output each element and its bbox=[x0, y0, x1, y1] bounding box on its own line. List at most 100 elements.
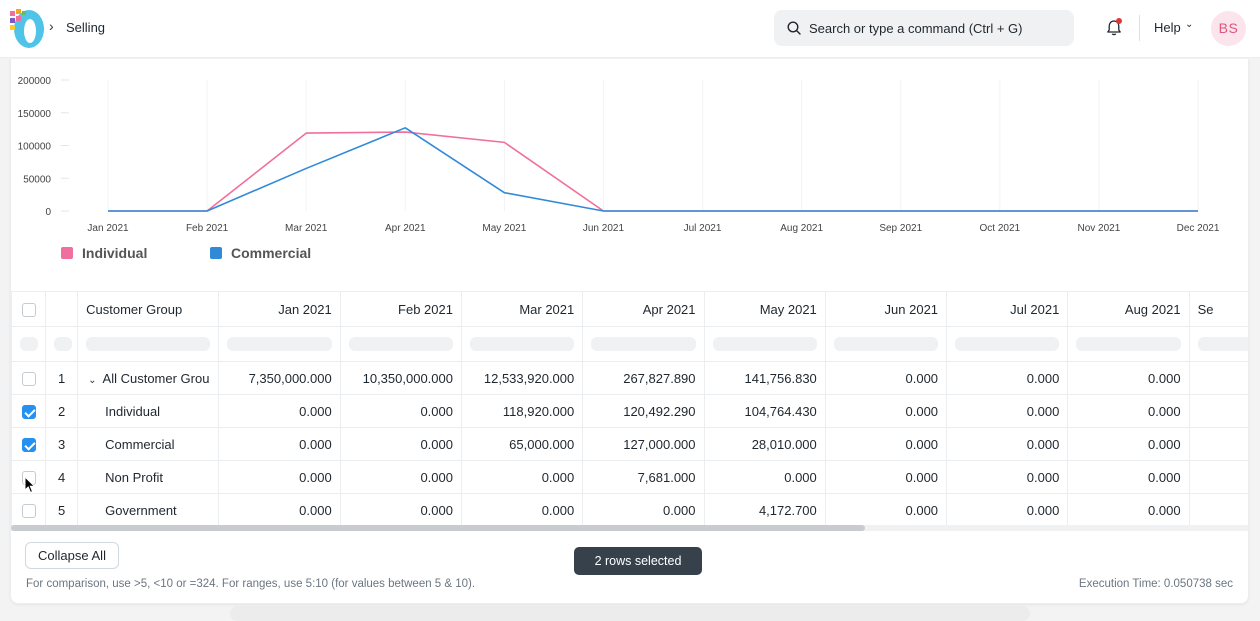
column-header-jun[interactable]: Jun 2021 bbox=[824, 291, 948, 327]
value-cell[interactable]: 0.000 bbox=[703, 460, 826, 494]
value-cell[interactable]: 0.000 bbox=[339, 427, 462, 461]
value-cell[interactable]: 0.000 bbox=[824, 493, 948, 527]
value-cell[interactable]: 0.000 bbox=[1067, 394, 1190, 428]
breadcrumb-chevron-icon: › bbox=[49, 18, 54, 34]
value-cell[interactable]: 10,350,000.000 bbox=[339, 361, 462, 395]
row-checkbox[interactable] bbox=[21, 404, 36, 419]
search-bar[interactable] bbox=[774, 10, 1074, 46]
customer-group-cell[interactable]: ⌄ All Customer Grou bbox=[77, 361, 220, 395]
notification-dot bbox=[1116, 18, 1122, 24]
collapse-caret-icon[interactable]: ⌄ bbox=[88, 374, 97, 386]
value-cell[interactable] bbox=[1188, 427, 1248, 461]
customer-group-cell[interactable]: Government bbox=[77, 493, 220, 527]
value-cell[interactable]: 0.000 bbox=[460, 493, 584, 527]
filter-input[interactable] bbox=[227, 337, 332, 351]
value-cell[interactable]: 0.000 bbox=[339, 493, 462, 527]
value-cell[interactable]: 0.000 bbox=[218, 427, 341, 461]
value-cell[interactable]: 4,172.700 bbox=[703, 493, 826, 527]
value-cell[interactable]: 0.000 bbox=[824, 460, 948, 494]
value-cell[interactable]: 7,681.000 bbox=[582, 460, 705, 494]
value-cell[interactable]: 0.000 bbox=[824, 361, 948, 395]
horizontal-scrollbar[interactable] bbox=[11, 525, 1248, 531]
column-header-sep[interactable]: Se bbox=[1188, 291, 1248, 327]
filter-input[interactable] bbox=[54, 337, 73, 351]
value-cell[interactable] bbox=[1188, 361, 1248, 395]
filter-input[interactable] bbox=[712, 337, 817, 351]
filter-input[interactable] bbox=[955, 337, 1060, 351]
customer-group-cell[interactable]: Non Profit bbox=[77, 460, 220, 494]
column-header-jul[interactable]: Jul 2021 bbox=[946, 291, 1069, 327]
value-cell[interactable]: 0.000 bbox=[218, 394, 341, 428]
customer-group-cell[interactable]: Individual bbox=[77, 394, 220, 428]
value-cell[interactable]: 0.000 bbox=[1067, 493, 1190, 527]
value-cell[interactable] bbox=[1188, 493, 1248, 527]
value-cell[interactable]: 0.000 bbox=[460, 460, 584, 494]
value-cell[interactable]: 0.000 bbox=[824, 394, 948, 428]
user-avatar[interactable]: BS bbox=[1211, 11, 1246, 46]
value-cell[interactable]: 0.000 bbox=[946, 394, 1069, 428]
filter-input[interactable] bbox=[86, 337, 211, 351]
value-cell[interactable] bbox=[1188, 460, 1248, 494]
table-row[interactable]: 1 ⌄ All Customer Grou 7,350,000.000 10,350,0… bbox=[11, 361, 1248, 395]
column-header-customer-group[interactable]: Customer Group bbox=[77, 291, 220, 327]
filter-input[interactable] bbox=[348, 337, 453, 351]
value-cell[interactable] bbox=[1188, 394, 1248, 428]
legend-swatch bbox=[61, 247, 73, 259]
app-logo-icon[interactable] bbox=[8, 7, 48, 51]
value-cell[interactable]: 141,756.830 bbox=[703, 361, 826, 395]
legend-item-individual[interactable]: Individual bbox=[61, 245, 147, 261]
value-cell[interactable]: 267,827.890 bbox=[582, 361, 705, 395]
value-cell[interactable]: 118,920.000 bbox=[460, 394, 584, 428]
table-row[interactable]: 3 Commercial 0.000 0.000 65,000.000 127,000.0… bbox=[11, 427, 1248, 461]
value-cell[interactable]: 0.000 bbox=[946, 460, 1069, 494]
table-row[interactable]: 2 Individual 0.000 0.000 118,920.000 120,492.… bbox=[11, 394, 1248, 428]
value-cell[interactable]: 0.000 bbox=[946, 361, 1069, 395]
filter-input[interactable] bbox=[20, 337, 38, 351]
filter-input[interactable] bbox=[469, 337, 575, 351]
filter-input[interactable] bbox=[1197, 337, 1248, 351]
value-cell[interactable]: 120,492.290 bbox=[582, 394, 705, 428]
column-header-feb[interactable]: Feb 2021 bbox=[339, 291, 462, 327]
value-cell[interactable]: 0.000 bbox=[1067, 427, 1190, 461]
search-input[interactable] bbox=[809, 10, 1064, 46]
legend-item-commercial[interactable]: Commercial bbox=[210, 245, 311, 261]
filter-cell bbox=[11, 326, 47, 362]
row-checkbox[interactable] bbox=[21, 371, 36, 386]
value-cell[interactable]: 0.000 bbox=[946, 493, 1069, 527]
help-menu[interactable]: Help bbox=[1154, 20, 1181, 35]
collapse-all-button[interactable]: Collapse All bbox=[25, 542, 119, 569]
scrollbar-thumb[interactable] bbox=[11, 525, 865, 531]
value-cell[interactable]: 127,000.000 bbox=[582, 427, 705, 461]
filter-input[interactable] bbox=[591, 337, 696, 351]
execution-time: Execution Time: 0.050738 sec bbox=[1078, 578, 1233, 590]
row-checkbox[interactable] bbox=[21, 503, 36, 518]
value-cell[interactable]: 28,010.000 bbox=[703, 427, 826, 461]
value-cell[interactable]: 104,764.430 bbox=[703, 394, 826, 428]
value-cell[interactable]: 7,350,000.000 bbox=[218, 361, 341, 395]
select-all-cell bbox=[11, 291, 47, 327]
value-cell[interactable]: 65,000.000 bbox=[460, 427, 584, 461]
value-cell[interactable]: 0.000 bbox=[218, 460, 341, 494]
value-cell[interactable]: 0.000 bbox=[339, 394, 462, 428]
value-cell[interactable]: 0.000 bbox=[1067, 460, 1190, 494]
table-row[interactable]: 5 Government 0.000 0.000 0.000 0.000 4,172.700… bbox=[11, 493, 1248, 527]
filter-input[interactable] bbox=[833, 337, 939, 351]
column-header-may[interactable]: May 2021 bbox=[703, 291, 826, 327]
column-header-jan[interactable]: Jan 2021 bbox=[218, 291, 341, 327]
select-all-checkbox[interactable] bbox=[21, 302, 36, 317]
row-checkbox[interactable] bbox=[21, 437, 36, 452]
filter-input[interactable] bbox=[1076, 337, 1181, 351]
column-header-aug[interactable]: Aug 2021 bbox=[1067, 291, 1190, 327]
value-cell[interactable]: 0.000 bbox=[582, 493, 705, 527]
value-cell[interactable]: 0.000 bbox=[218, 493, 341, 527]
value-cell[interactable]: 0.000 bbox=[339, 460, 462, 494]
column-header-mar[interactable]: Mar 2021 bbox=[460, 291, 584, 327]
column-header-apr[interactable]: Apr 2021 bbox=[582, 291, 705, 327]
value-cell[interactable]: 0.000 bbox=[824, 427, 948, 461]
value-cell[interactable]: 0.000 bbox=[1067, 361, 1190, 395]
value-cell[interactable]: 0.000 bbox=[946, 427, 1069, 461]
customer-group-cell[interactable]: Commercial bbox=[77, 427, 220, 461]
table-row[interactable]: 4 Non Profit 0.000 0.000 0.000 7,681.000 0.000… bbox=[11, 460, 1248, 494]
breadcrumb-selling[interactable]: Selling bbox=[66, 20, 106, 35]
value-cell[interactable]: 12,533,920.000 bbox=[460, 361, 584, 395]
